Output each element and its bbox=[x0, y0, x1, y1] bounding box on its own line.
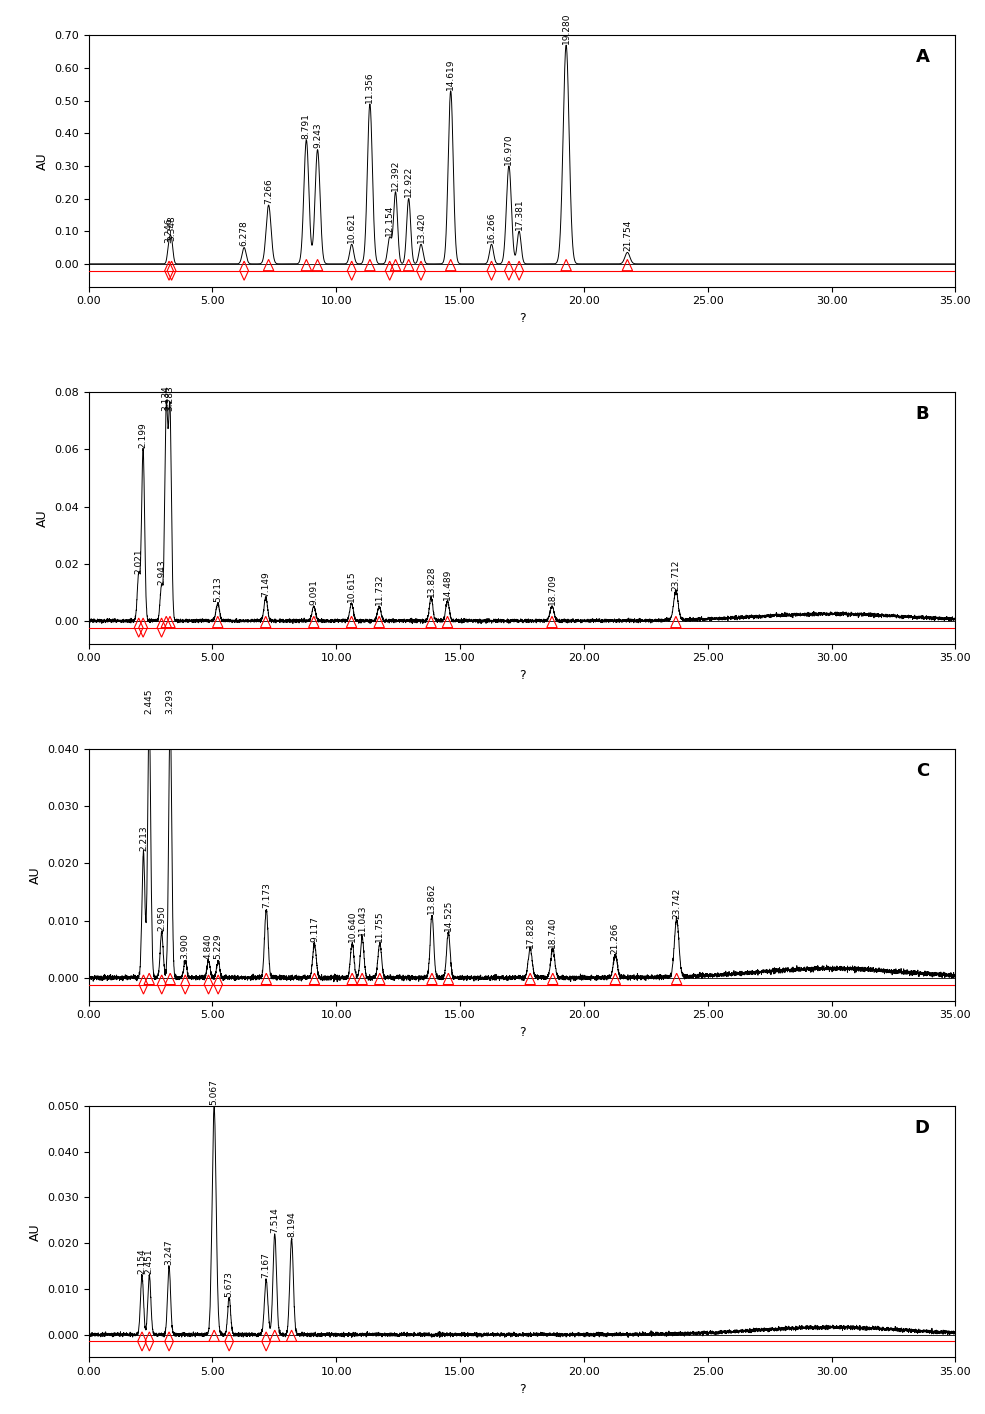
Text: 2.451: 2.451 bbox=[145, 1249, 154, 1274]
Text: C: C bbox=[916, 762, 930, 779]
Text: 2.950: 2.950 bbox=[158, 905, 166, 930]
Text: 2.021: 2.021 bbox=[134, 549, 143, 574]
Text: 9.243: 9.243 bbox=[313, 123, 322, 148]
Text: 2.154: 2.154 bbox=[138, 1249, 147, 1274]
Text: 2.213: 2.213 bbox=[139, 826, 148, 851]
Text: 3.348: 3.348 bbox=[167, 215, 176, 242]
Text: 21.754: 21.754 bbox=[623, 219, 632, 252]
X-axis label: ?: ? bbox=[519, 312, 525, 325]
Text: 7.266: 7.266 bbox=[264, 178, 273, 204]
Text: 5.213: 5.213 bbox=[214, 577, 223, 602]
Y-axis label: AU: AU bbox=[35, 153, 48, 170]
Text: 10.640: 10.640 bbox=[348, 911, 357, 942]
Text: 10.615: 10.615 bbox=[347, 571, 356, 602]
Text: 17.828: 17.828 bbox=[526, 916, 535, 947]
X-axis label: ?: ? bbox=[519, 669, 525, 682]
Text: 3.293: 3.293 bbox=[165, 687, 174, 714]
Text: 3.900: 3.900 bbox=[180, 933, 190, 959]
X-axis label: ?: ? bbox=[519, 1025, 525, 1039]
Text: 2.199: 2.199 bbox=[139, 423, 148, 448]
Text: 11.043: 11.043 bbox=[358, 905, 366, 936]
Text: 11.755: 11.755 bbox=[375, 911, 384, 942]
Text: D: D bbox=[914, 1118, 930, 1137]
Text: 2.943: 2.943 bbox=[157, 560, 166, 585]
Text: 13.862: 13.862 bbox=[427, 882, 436, 913]
Text: 7.167: 7.167 bbox=[262, 1253, 271, 1278]
Text: 8.194: 8.194 bbox=[287, 1212, 296, 1237]
X-axis label: ?: ? bbox=[519, 1383, 525, 1396]
Text: 19.280: 19.280 bbox=[561, 13, 570, 44]
Text: 3.247: 3.247 bbox=[164, 1239, 173, 1264]
Text: 11.356: 11.356 bbox=[365, 71, 374, 103]
Text: 9.117: 9.117 bbox=[310, 916, 319, 942]
Y-axis label: AU: AU bbox=[35, 509, 48, 527]
Text: 14.525: 14.525 bbox=[444, 899, 453, 930]
Text: 12.154: 12.154 bbox=[385, 205, 394, 236]
Y-axis label: AU: AU bbox=[29, 865, 41, 884]
Text: 16.970: 16.970 bbox=[504, 133, 513, 164]
Text: B: B bbox=[916, 404, 930, 423]
Text: 12.922: 12.922 bbox=[404, 165, 413, 198]
Text: 7.514: 7.514 bbox=[270, 1208, 279, 1233]
Text: 8.791: 8.791 bbox=[301, 113, 311, 139]
Text: 7.173: 7.173 bbox=[262, 882, 271, 908]
Text: 3.134: 3.134 bbox=[162, 385, 170, 411]
Text: 14.489: 14.489 bbox=[443, 568, 452, 600]
Text: 23.742: 23.742 bbox=[672, 888, 682, 919]
Text: 13.828: 13.828 bbox=[427, 566, 435, 597]
Text: 4.840: 4.840 bbox=[204, 933, 213, 959]
Text: 2.445: 2.445 bbox=[145, 689, 154, 714]
Y-axis label: AU: AU bbox=[29, 1223, 41, 1240]
Text: 9.091: 9.091 bbox=[309, 580, 318, 605]
Text: 16.266: 16.266 bbox=[487, 212, 496, 243]
Text: 12.392: 12.392 bbox=[391, 160, 400, 191]
Text: 5.067: 5.067 bbox=[210, 1079, 219, 1104]
Text: 10.621: 10.621 bbox=[347, 212, 357, 243]
Text: 3.246: 3.246 bbox=[164, 218, 173, 243]
Text: 23.712: 23.712 bbox=[672, 560, 681, 591]
Text: A: A bbox=[916, 48, 930, 66]
Text: 18.709: 18.709 bbox=[548, 574, 557, 605]
Text: 5.229: 5.229 bbox=[214, 933, 223, 959]
Text: 17.381: 17.381 bbox=[514, 198, 524, 230]
Text: 13.420: 13.420 bbox=[417, 212, 426, 243]
Text: 21.266: 21.266 bbox=[611, 922, 620, 953]
Text: 11.732: 11.732 bbox=[374, 574, 384, 605]
Text: 18.740: 18.740 bbox=[549, 916, 558, 947]
Text: 7.149: 7.149 bbox=[261, 571, 270, 597]
Text: 5.673: 5.673 bbox=[225, 1271, 233, 1297]
Text: 3.283: 3.283 bbox=[165, 385, 174, 411]
Text: 6.278: 6.278 bbox=[239, 221, 248, 246]
Text: 14.619: 14.619 bbox=[446, 58, 455, 89]
